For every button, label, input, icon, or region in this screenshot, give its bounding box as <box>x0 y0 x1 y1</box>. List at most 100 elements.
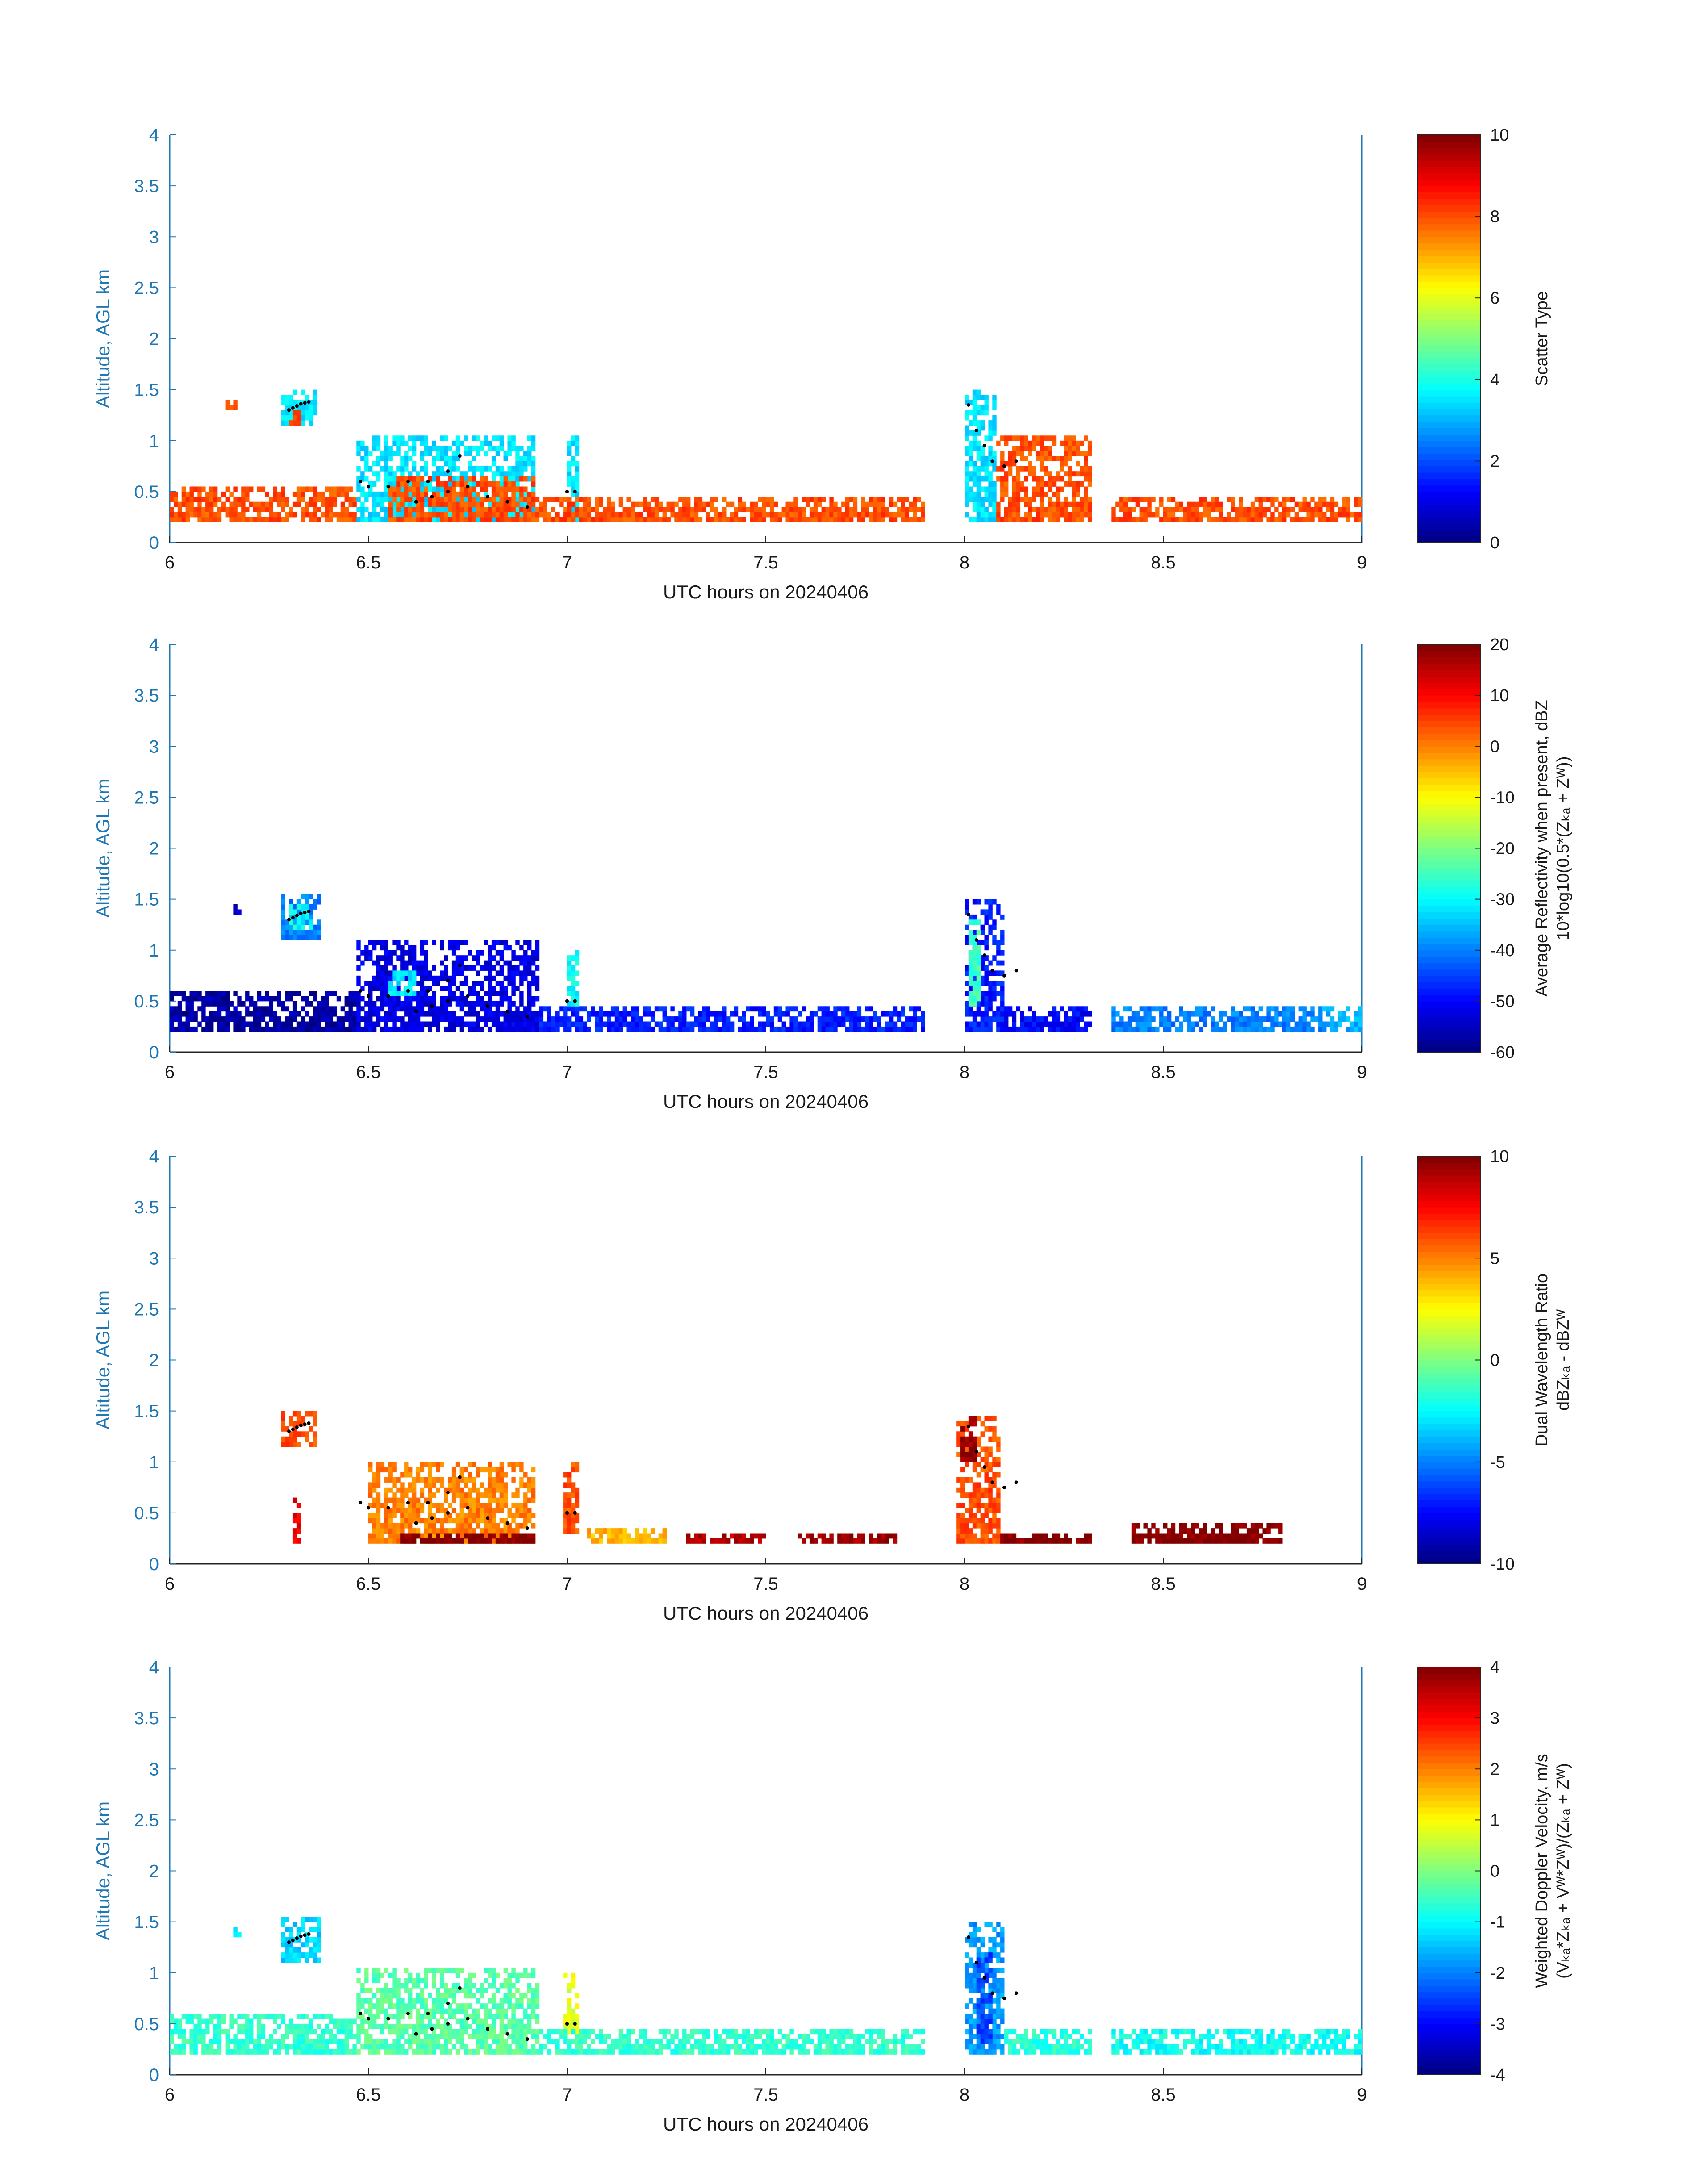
heatmap-cell <box>412 1011 417 1017</box>
heatmap-cell <box>372 1518 377 1524</box>
heatmap-cell <box>527 456 532 461</box>
heatmap-cell <box>281 935 285 940</box>
heatmap-cell <box>428 1528 432 1534</box>
heatmap-cell <box>464 996 468 1002</box>
heatmap-cell <box>420 1462 425 1467</box>
heatmap-cell <box>658 507 663 512</box>
heatmap-cell <box>400 960 405 966</box>
heatmap-cell <box>845 1016 850 1022</box>
heatmap-cell <box>1012 451 1017 456</box>
heatmap-cell <box>643 1528 647 1534</box>
heatmap-cell <box>296 497 301 502</box>
heatmap-cell <box>372 1472 377 1478</box>
heatmap-cell <box>901 501 905 507</box>
heatmap-cell <box>1072 507 1076 512</box>
heatmap-cell <box>392 1016 397 1022</box>
heatmap-cell <box>519 1011 524 1017</box>
heatmap-cell <box>1231 507 1235 512</box>
colorbar-segment <box>1418 816 1480 823</box>
heatmap-cell <box>988 461 993 467</box>
heatmap-cell <box>1072 1011 1076 1017</box>
heatmap-cell <box>1064 435 1068 441</box>
heatmap-cell <box>507 1006 512 1012</box>
heatmap-cell <box>1231 1016 1235 1022</box>
heatmap-cell <box>484 940 488 945</box>
heatmap-cell <box>1306 507 1311 512</box>
heatmap-cell <box>821 497 826 502</box>
heatmap-cell <box>1052 440 1057 446</box>
heatmap-cell <box>531 466 536 472</box>
heatmap-cell <box>472 497 476 502</box>
heatmap-cell <box>404 970 409 976</box>
heatmap-cell <box>468 497 472 502</box>
heatmap-cell <box>440 1462 444 1467</box>
track-marker <box>446 999 450 1003</box>
heatmap-cell <box>992 491 997 497</box>
heatmap-cell <box>519 471 524 477</box>
heatmap-cell <box>1298 517 1303 522</box>
heatmap-cell <box>404 486 409 492</box>
heatmap-cell <box>921 1026 925 1032</box>
heatmap-cell <box>965 400 969 405</box>
heatmap-cell <box>571 1462 576 1467</box>
heatmap-cell <box>201 486 206 492</box>
heatmap-cell <box>348 497 353 502</box>
heatmap-cell <box>440 1518 444 1524</box>
heatmap-cell <box>229 517 234 522</box>
heatmap-cell <box>881 517 885 522</box>
heatmap-cell <box>376 1482 381 1488</box>
heatmap-cell <box>1207 501 1211 507</box>
heatmap-cell <box>292 1533 297 1539</box>
heatmap-cell <box>647 1021 651 1027</box>
heatmap-cell <box>1330 1016 1335 1022</box>
heatmap-cell <box>388 1508 393 1513</box>
heatmap-cell <box>793 1026 798 1032</box>
colorbar-tick-label: 0 <box>1490 737 1499 756</box>
heatmap-cell <box>873 1011 877 1017</box>
heatmap-cell <box>404 1538 409 1544</box>
heatmap-cell <box>519 1482 524 1488</box>
heatmap-cell <box>325 517 329 522</box>
heatmap-cell <box>1000 996 1005 1002</box>
heatmap-region-13 <box>1322 1006 1362 1032</box>
heatmap-cell <box>1203 507 1207 512</box>
heatmap-cell <box>336 517 341 522</box>
heatmap-cell <box>1080 440 1084 446</box>
heatmap-cell <box>682 1026 687 1032</box>
heatmap-cell <box>511 435 516 441</box>
heatmap-cell <box>221 1021 226 1027</box>
heatmap-cell <box>968 975 973 981</box>
heatmap-cell <box>436 512 440 518</box>
heatmap-cell <box>368 1006 373 1012</box>
heatmap-cell <box>1040 491 1044 497</box>
heatmap-cell <box>1139 1006 1144 1012</box>
heatmap-cell <box>610 512 615 518</box>
heatmap-cell <box>205 507 210 512</box>
heatmap-cell <box>448 1016 452 1022</box>
heatmap-cell <box>317 507 321 512</box>
heatmap-cell <box>531 512 536 518</box>
heatmap-cell <box>1235 1016 1239 1022</box>
track-marker <box>966 912 970 916</box>
heatmap-cell <box>1163 1006 1168 1012</box>
heatmap-cell <box>976 481 981 487</box>
heatmap-cell <box>869 517 873 522</box>
heatmap-cell <box>571 507 576 512</box>
heatmap-cell <box>209 1026 214 1032</box>
heatmap-cell <box>488 981 492 986</box>
heatmap-cell <box>292 1026 297 1032</box>
heatmap-cell <box>1314 1016 1319 1022</box>
heatmap-cell <box>523 1533 528 1539</box>
heatmap-cell <box>587 512 591 518</box>
heatmap-cell <box>476 1508 480 1513</box>
heatmap-cell <box>1123 501 1128 507</box>
heatmap-cell <box>980 940 985 945</box>
heatmap-cell <box>769 1026 774 1032</box>
heatmap-cell <box>503 497 508 502</box>
heatmap-cell <box>444 996 448 1002</box>
colorbar-label: 10*log10(0.5*(Zₖₐ + Zᵂ)) <box>1554 756 1573 940</box>
heatmap-cell <box>400 512 405 518</box>
colorbar-segment <box>1418 899 1480 906</box>
heatmap-cell <box>503 1538 508 1544</box>
heatmap-cell <box>404 507 409 512</box>
